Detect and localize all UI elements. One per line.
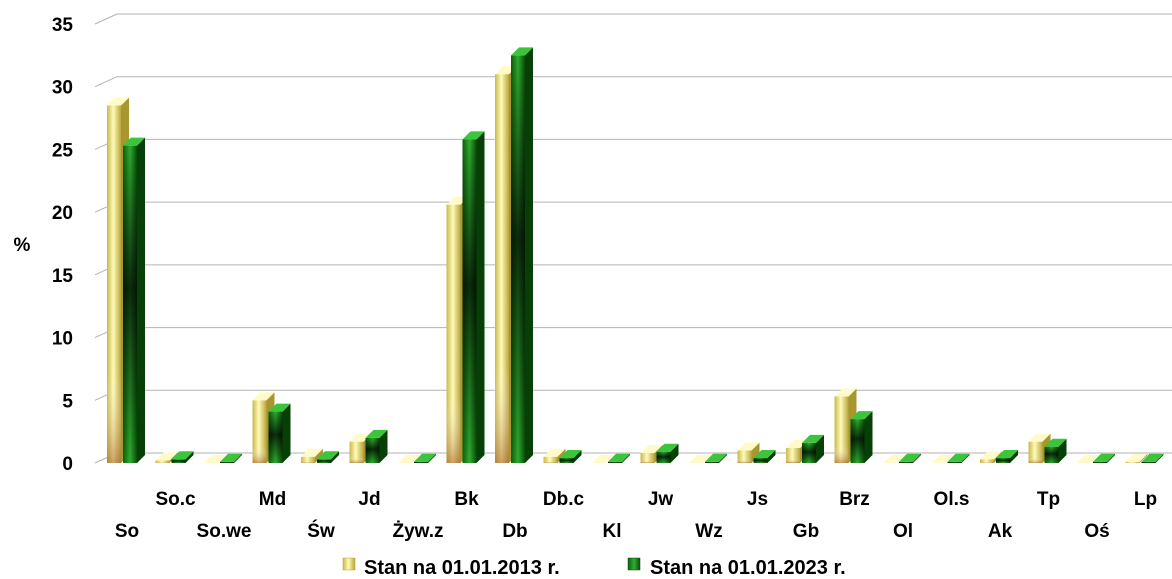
x-category-label: Jw (648, 489, 674, 510)
bar-2013 (204, 455, 226, 463)
bar-2023 (414, 453, 436, 463)
y-axis-label: % (14, 235, 31, 256)
bar-2023 (753, 449, 776, 463)
gridlines (94, 13, 1172, 464)
x-category-label: Brz (839, 489, 870, 510)
x-category-label: Db.c (543, 489, 585, 510)
legend-label-2013: Stan na 01.01.2013 r. (364, 557, 560, 579)
bar-2023 (123, 137, 145, 463)
y-tick-label: 20 (52, 203, 73, 224)
x-category-label: So (115, 521, 139, 542)
bar-2023 (1141, 453, 1164, 463)
bar-2013 (1028, 433, 1051, 463)
x-axis-categories: So So.cSo.we Md Św Jd Żyw.z Bk Db Db.c Kl Jw Wz Js Gb… (115, 489, 1157, 542)
bar-2023 (1093, 453, 1115, 463)
bar-2023 (268, 403, 291, 463)
gridline-depth (94, 76, 118, 88)
y-tick-label: 10 (52, 329, 73, 350)
x-category-label: Ol (893, 521, 913, 542)
x-category-label: Jd (358, 489, 380, 510)
y-tick-label: 25 (52, 140, 74, 161)
bar-2013 (398, 455, 420, 463)
x-category-label: Md (259, 489, 286, 510)
bar-2013 (592, 455, 614, 463)
bar-2023 (899, 453, 921, 463)
x-category-label: Ol.s (934, 489, 970, 510)
x-category-label: Lp (1134, 489, 1157, 510)
bar-2023 (317, 451, 339, 463)
legend-swatch-2023 (627, 557, 641, 571)
y-tick-label: 35 (52, 15, 74, 36)
y-tick-label: 15 (52, 266, 74, 287)
bar-2023 (511, 47, 533, 463)
x-category-label: Oś (1084, 521, 1109, 542)
bar-2023 (705, 453, 727, 463)
bars (107, 47, 1164, 464)
bar-2023 (656, 443, 679, 463)
bar-2023 (365, 429, 388, 463)
x-category-label: Żyw.z (392, 521, 443, 542)
gridline-depth (94, 13, 118, 25)
y-axis-ticks: 0 5 10 15 20 25 30 35 (52, 15, 74, 475)
x-category-label: Bk (454, 489, 479, 510)
bar-2023 (802, 434, 824, 463)
legend-label-2023: Stan na 01.01.2023 r. (650, 557, 846, 579)
bar-2013 (689, 455, 711, 463)
legend-item-2023: Stan na 01.01.2023 r. (627, 557, 846, 579)
x-category-label: So.c (155, 489, 196, 510)
x-category-label: Św (307, 520, 335, 542)
y-tick-label: 30 (52, 78, 73, 99)
x-category-label: Gb (793, 521, 819, 542)
x-category-label: Ak (988, 521, 1013, 542)
bar-2013 (1125, 453, 1148, 463)
x-category-label: Wz (695, 521, 722, 542)
bar-2023 (996, 449, 1018, 463)
bar-2013 (737, 442, 760, 463)
legend-item-2013: Stan na 01.01.2013 r. (342, 557, 560, 579)
x-category-label: Tp (1037, 489, 1060, 510)
x-category-label: Kl (603, 521, 622, 542)
bar-2023 (947, 453, 970, 463)
bar-2023 (559, 449, 582, 463)
y-tick-label: 5 (62, 391, 73, 412)
bar-2023 (220, 453, 242, 463)
y-tick-label: 0 (62, 454, 73, 475)
bar-2023 (171, 451, 194, 463)
x-category-label: Js (747, 489, 768, 510)
bar-2023 (850, 411, 873, 463)
bar-2013 (931, 455, 954, 463)
legend-swatch-2013 (342, 557, 356, 571)
bar-2023 (608, 453, 630, 463)
x-category-label: So.we (197, 521, 252, 542)
bar-2013 (1077, 455, 1099, 463)
bar-2023 (462, 131, 485, 463)
x-category-label: Db (502, 521, 527, 542)
bar-2013 (883, 455, 905, 463)
bar-2023 (1044, 438, 1067, 463)
legend: Stan na 01.01.2013 r. Stan na 01.01.2023… (342, 557, 846, 579)
